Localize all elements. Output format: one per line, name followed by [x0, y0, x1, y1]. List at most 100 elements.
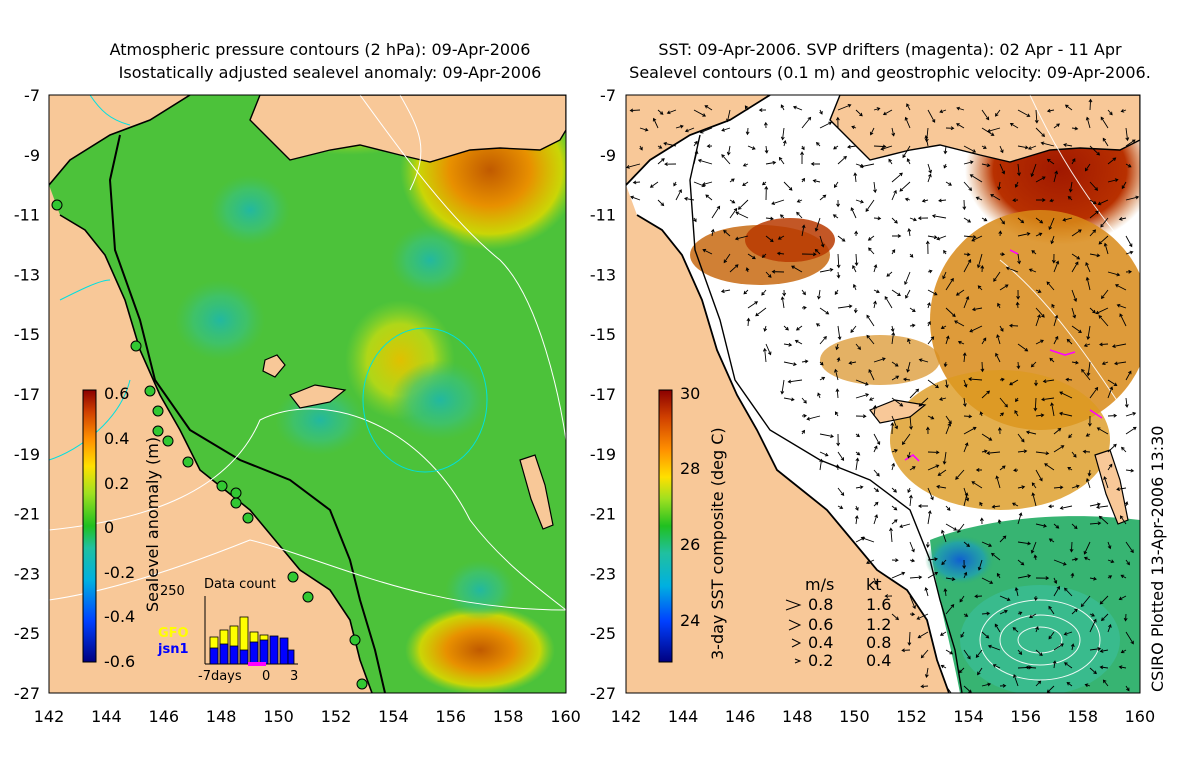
- velocity-arrow: [795, 325, 803, 331]
- velocity-arrow: [999, 284, 1009, 291]
- velocity-arrow: [1087, 469, 1092, 477]
- velocity-arrow: [783, 325, 789, 331]
- velocity-arrow: [977, 667, 983, 676]
- velocity-arrow: [1071, 608, 1078, 615]
- velocity-arrow: [1098, 515, 1109, 525]
- velocity-arrow: [1031, 482, 1037, 489]
- velocity-arrow: [836, 271, 841, 279]
- velocity-arrow: [1029, 613, 1037, 619]
- velocity-arrow: [956, 123, 965, 129]
- velocity-arrow: [1048, 538, 1055, 543]
- right-title-line1: SST: 09-Apr-2006. SVP drifters (magenta)…: [658, 40, 1122, 59]
- velocity-arrow: [819, 109, 823, 115]
- velocity-arrow: [837, 103, 852, 111]
- velocity-arrow: [1114, 361, 1127, 366]
- velocity-arrow: [909, 595, 916, 610]
- velocity-arrow: [836, 253, 841, 269]
- warm-eddy-south: [405, 605, 555, 693]
- velocity-arrow: [1046, 158, 1055, 165]
- velocity-arrow: [1114, 284, 1127, 291]
- velocity-arrow: [917, 216, 929, 221]
- left-cyan-contours: [49, 95, 488, 473]
- left-cbar-tick: 0.2: [104, 474, 129, 493]
- velocity-arrow: [1103, 476, 1109, 489]
- velocity-arrow: [981, 611, 991, 616]
- velocity-arrow: [1034, 379, 1038, 387]
- left-cbar-tick: 0: [104, 518, 114, 537]
- velocity-arrow: [1035, 339, 1044, 345]
- inset-xtick: 0: [262, 669, 270, 684]
- legend-kt-value: 1.6: [866, 595, 891, 614]
- velocity-arrow: [1013, 674, 1019, 687]
- velocity-arrow: [891, 558, 899, 563]
- velocity-arrow: [891, 613, 900, 621]
- velocity-arrow: [1124, 397, 1129, 408]
- velocity-arrow: [996, 572, 1001, 579]
- velocity-arrow: [778, 156, 785, 165]
- velocity-arrow: [762, 347, 767, 363]
- credit-label: CSIRO Plotted 13-Apr-2006 13:30: [1148, 426, 1167, 692]
- x-tick-label: 144: [91, 707, 122, 726]
- velocity-arrow: [904, 271, 911, 286]
- velocity-arrow: [684, 196, 695, 201]
- velocity-arrow: [1102, 137, 1109, 147]
- velocity-arrow: [780, 104, 785, 111]
- velocity-arrow: [909, 612, 916, 617]
- velocity-arrow: [729, 264, 739, 273]
- y-tick-label: -7: [24, 86, 40, 105]
- velocity-arrow: [974, 594, 983, 599]
- velocity-arrow: [867, 235, 875, 241]
- velocity-arrow: [794, 339, 803, 345]
- velocity-arrow: [855, 199, 864, 204]
- velocity-arrow: [927, 302, 931, 309]
- velocity-arrow: [771, 269, 785, 274]
- velocity-arrow: [938, 198, 947, 203]
- velocity-arrow: [782, 139, 787, 147]
- velocity-arrow: [1118, 665, 1127, 670]
- velocity-arrow: [1111, 343, 1127, 348]
- velocity-arrow: [1035, 314, 1041, 327]
- x-tick-label: 158: [493, 707, 524, 726]
- velocity-arrow: [1125, 370, 1132, 381]
- inset-legend-jsn1: jsn1: [157, 642, 189, 657]
- velocity-arrow: [999, 412, 1005, 417]
- velocity-arrow: [1053, 523, 1060, 529]
- velocity-arrow: [945, 277, 954, 291]
- velocity-arrow: [852, 265, 857, 273]
- velocity-arrow: [1102, 679, 1109, 687]
- velocity-arrow: [1085, 276, 1091, 291]
- velocity-arrow: [1016, 361, 1021, 370]
- velocity-arrow: [981, 449, 988, 454]
- velocity-arrow: [1120, 515, 1127, 525]
- velocity-arrow: [963, 217, 972, 223]
- velocity-arrow: [945, 505, 951, 511]
- left-cbar-tick: 0.6: [104, 384, 129, 403]
- velocity-arrow: [995, 109, 1001, 117]
- velocity-arrow: [891, 172, 903, 183]
- velocity-arrow: [986, 451, 1001, 455]
- velocity-arrow: [819, 307, 830, 315]
- velocity-arrow: [693, 109, 707, 117]
- velocity-arrow: [1017, 343, 1029, 352]
- velocity-arrow: [921, 198, 929, 203]
- right-map: [626, 95, 1140, 693]
- velocity-arrow: [963, 181, 973, 192]
- velocity-arrow: [755, 307, 767, 317]
- velocity-arrow: [990, 552, 1001, 561]
- velocity-arrow: [981, 682, 992, 687]
- velocity-arrow: [987, 644, 1001, 651]
- velocity-arrow: [801, 413, 808, 418]
- velocity-arrow: [942, 451, 947, 465]
- velocity-arrow: [1050, 235, 1055, 245]
- velocity-arrow: [1051, 253, 1056, 264]
- velocity-arrow: [909, 217, 917, 222]
- velocity-arrow: [1035, 176, 1046, 183]
- velocity-arrow: [991, 504, 1001, 509]
- velocity-arrow: [927, 163, 932, 174]
- velocity-arrow: [1017, 574, 1032, 579]
- velocity-arrow: [1053, 314, 1059, 327]
- velocity-arrow: [819, 458, 824, 471]
- velocity-arrow: [1017, 433, 1025, 443]
- velocity-arrow: [819, 121, 833, 129]
- left-png-island: [249, 95, 566, 163]
